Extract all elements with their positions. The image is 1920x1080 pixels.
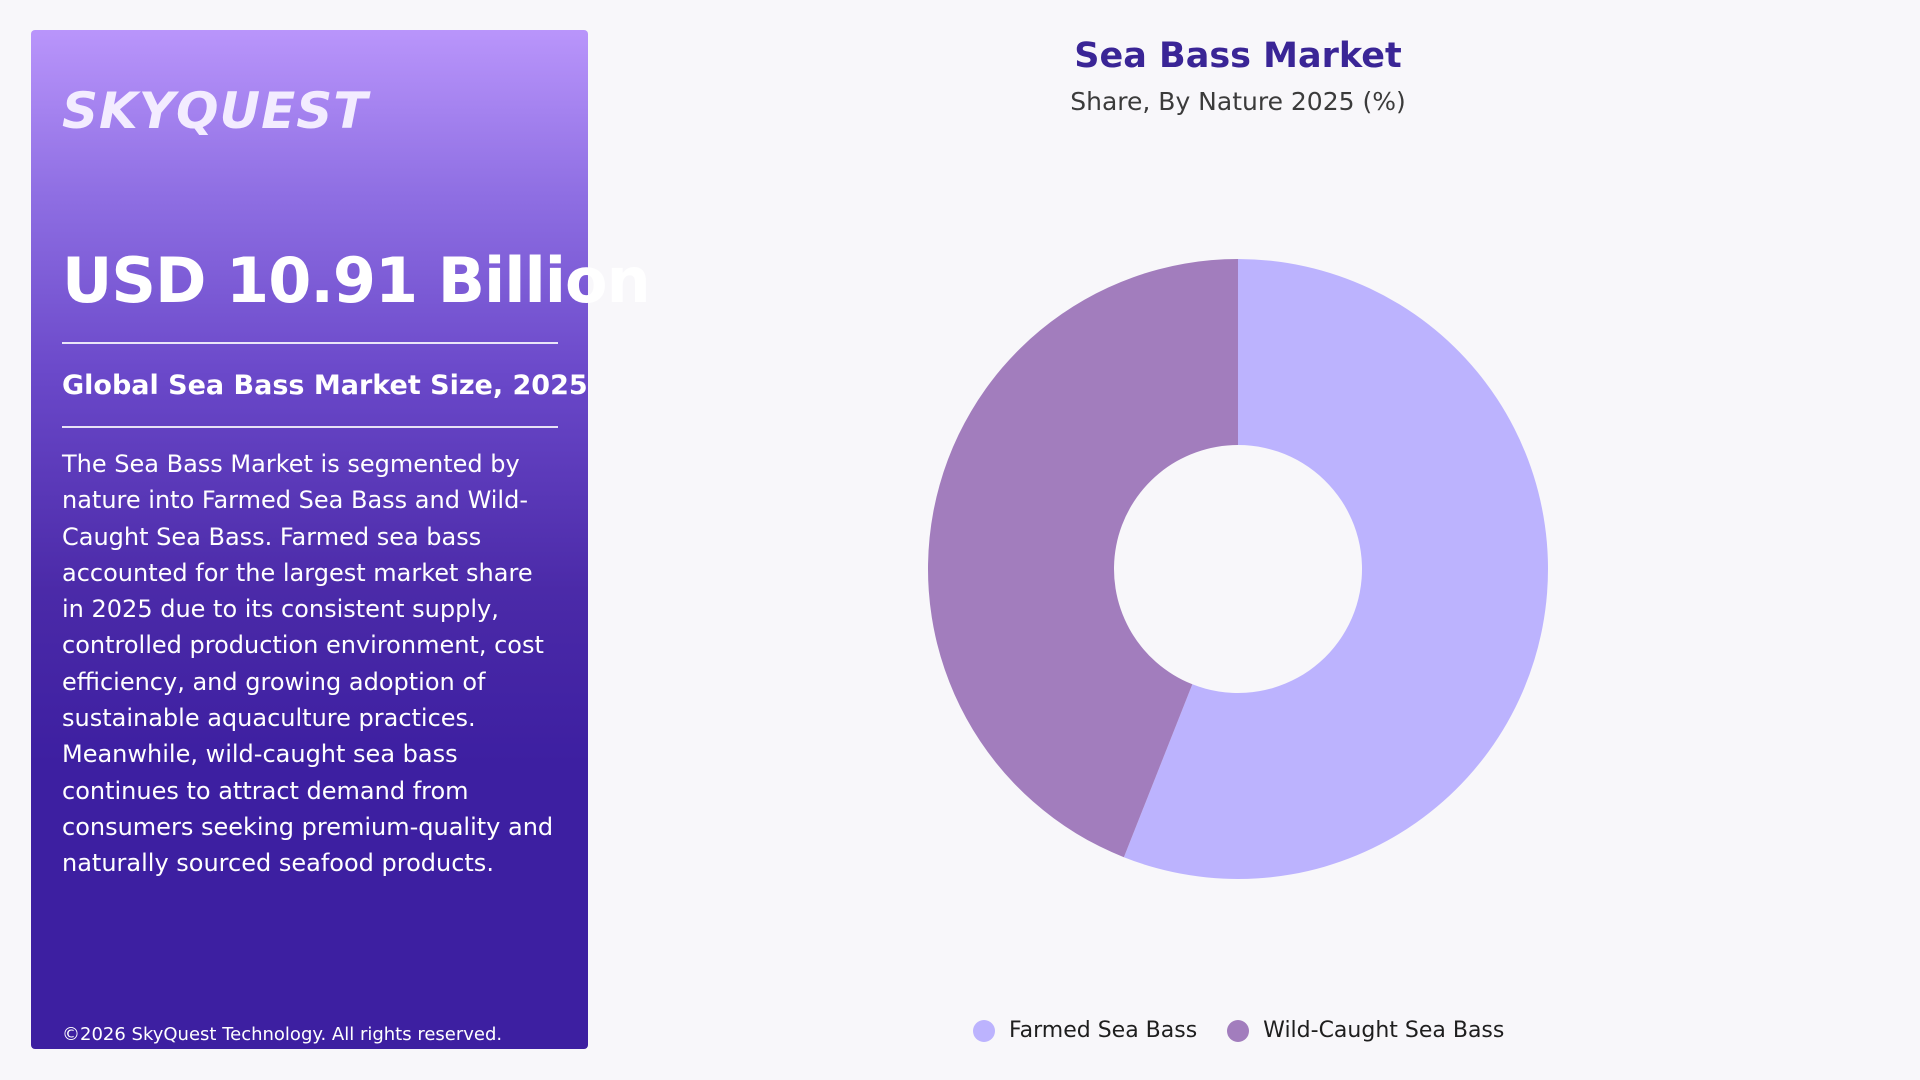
legend-label-farmed: Farmed Sea Bass	[1009, 1018, 1198, 1043]
donut-slice-wild-caught-sea-bass	[927, 259, 1238, 858]
donut-slice-farmed-sea-bass	[1123, 259, 1548, 879]
divider-top	[62, 342, 558, 344]
chart-subtitle: Share, By Nature 2025 (%)	[1070, 87, 1406, 116]
market-description: The Sea Bass Market is segmented by natu…	[62, 450, 554, 878]
legend-item-farmed: Farmed Sea Bass	[973, 1018, 1197, 1043]
market-size-value: USD 10.91 Billion	[62, 244, 651, 317]
legend-label-wild-caught: Wild-Caught Sea Bass	[1263, 1018, 1505, 1043]
skyquest-logo: SKYQUEST	[62, 82, 369, 140]
summary-panel: SKYQUEST USD 10.91 Billion Global Sea Ba…	[31, 30, 651, 1049]
copyright-notice: ©2026 SkyQuest Technology. All rights re…	[62, 1024, 503, 1045]
legend-swatch-wild-caught	[1227, 1019, 1250, 1042]
legend-item-wild-caught: Wild-Caught Sea Bass	[1227, 1018, 1504, 1043]
divider-bottom	[62, 426, 558, 428]
legend-swatch-farmed	[973, 1019, 995, 1042]
market-size-label: Global Sea Bass Market Size, 2025	[62, 370, 588, 401]
chart-title: Sea Bass Market	[1074, 36, 1402, 76]
chart-legend: Farmed Sea Bass Wild-Caught Sea Bass	[973, 1018, 1504, 1043]
